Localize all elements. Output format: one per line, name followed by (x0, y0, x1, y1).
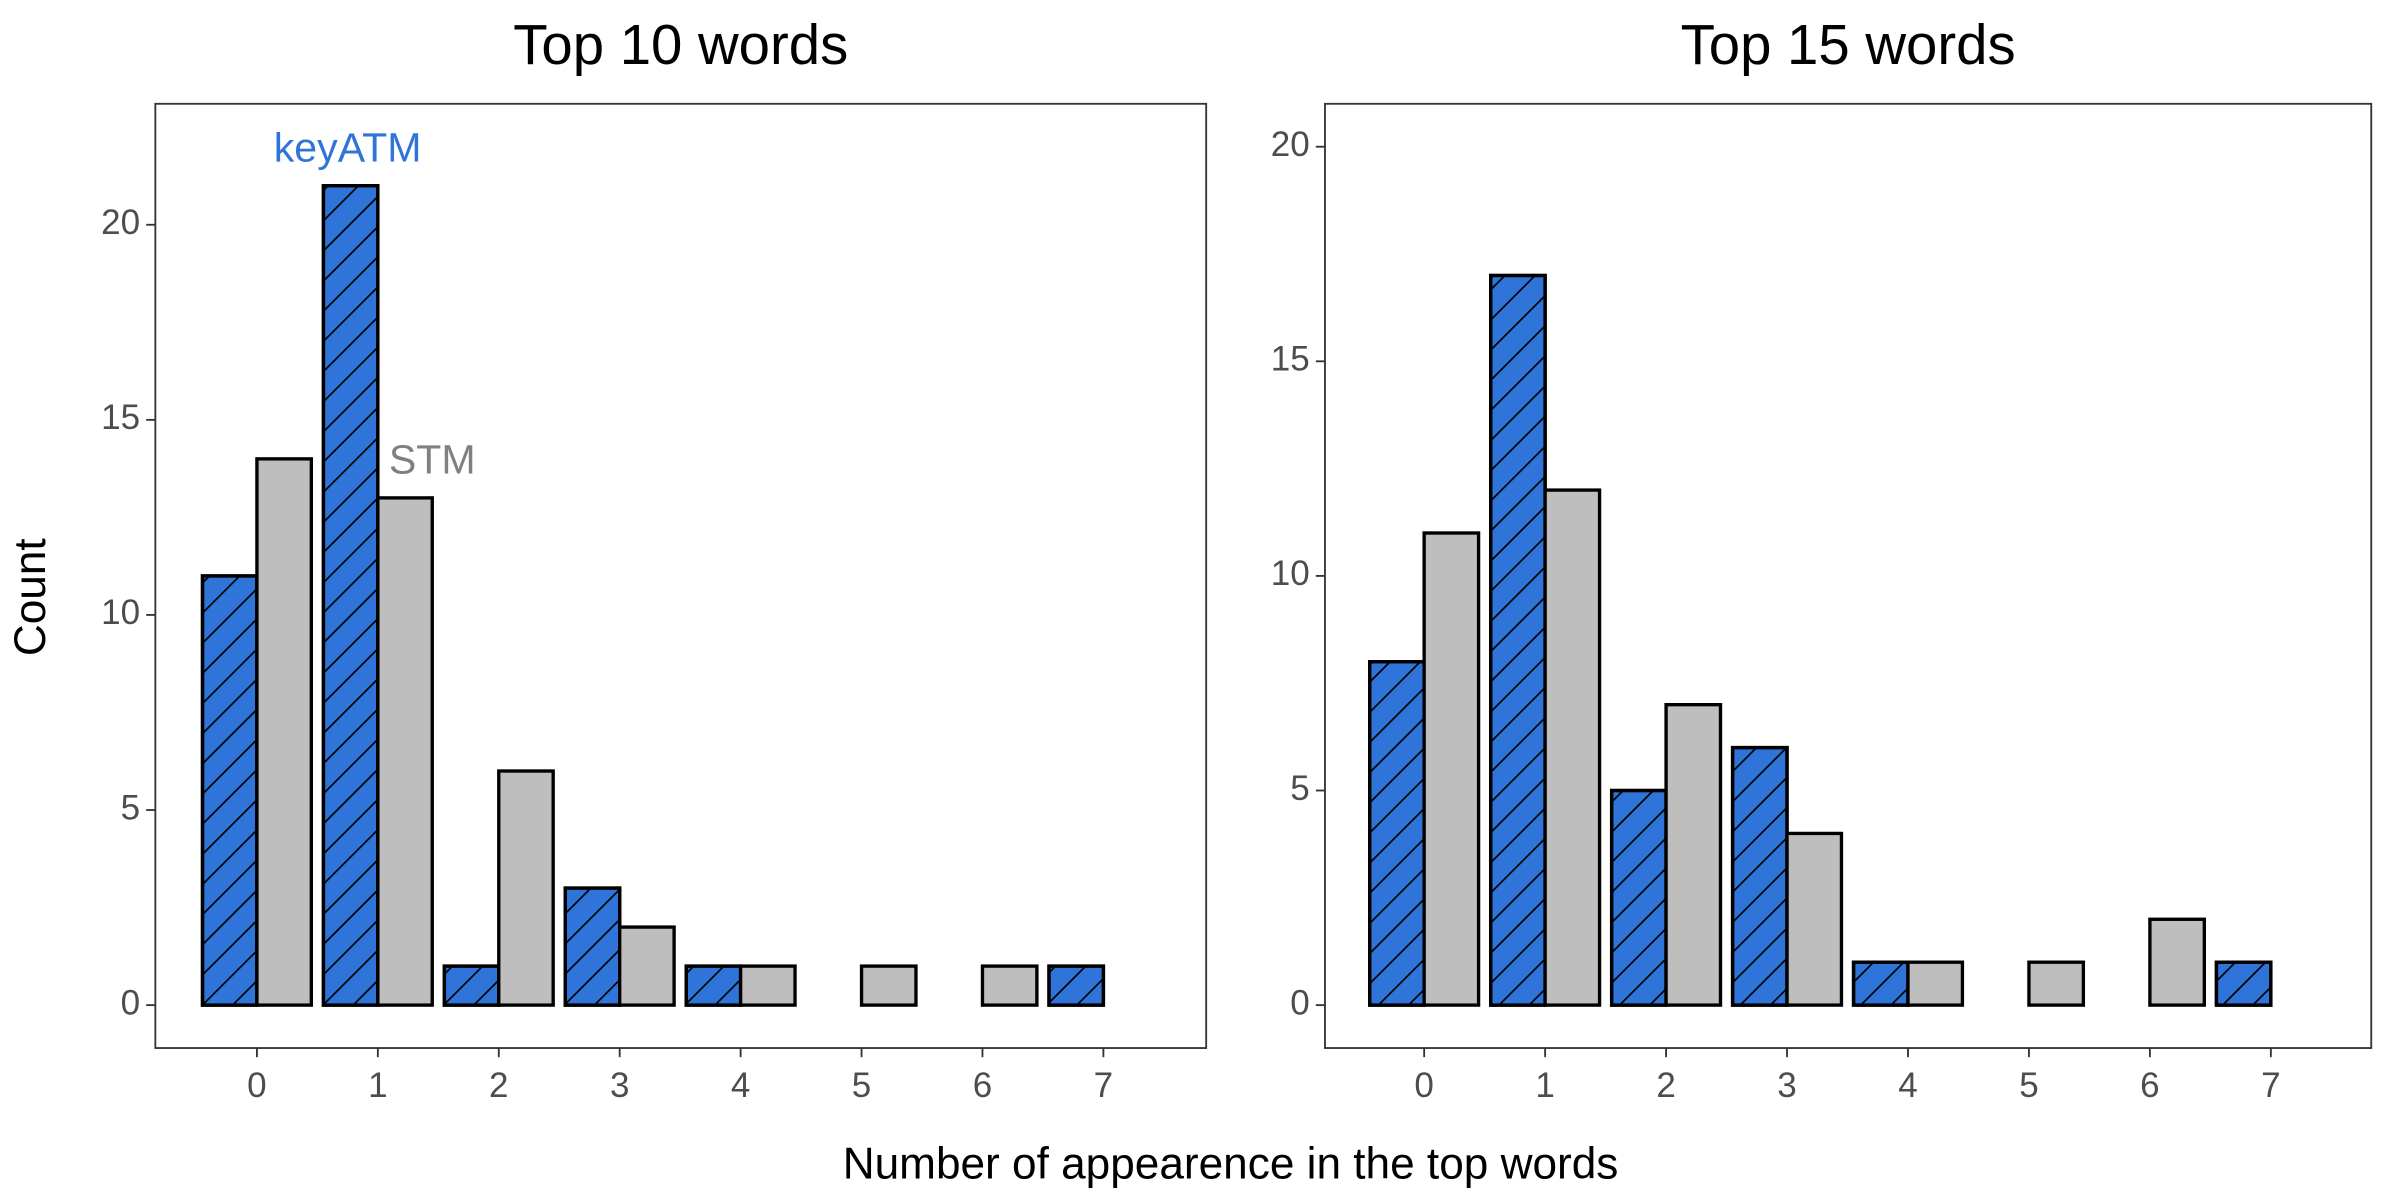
bar (738, 964, 797, 1007)
y-tick-label: 20 (101, 203, 140, 242)
bar-hatch (563, 886, 622, 1007)
y-tick-label: 15 (1271, 340, 1310, 379)
bar (2027, 960, 2086, 1007)
plot-panel (154, 102, 1208, 1049)
x-tick-label: 7 (2261, 1066, 2280, 1105)
series-annotation: STM (389, 437, 476, 483)
chart-title: Top 10 words (513, 13, 848, 76)
y-tick-label: 15 (101, 398, 140, 437)
bar (1422, 531, 1481, 1007)
bar-hatch (1047, 964, 1106, 1007)
x-tick-label: 5 (852, 1066, 871, 1105)
bar (618, 925, 676, 1007)
x-tick-label: 6 (2140, 1066, 2159, 1105)
y-tick-label: 20 (1271, 125, 1310, 164)
x-tick-label: 2 (1656, 1066, 1675, 1105)
y-tick-label: 5 (121, 788, 140, 827)
bar (859, 964, 918, 1007)
x-tick-label: 0 (247, 1066, 266, 1105)
y-tick-label: 10 (101, 593, 140, 632)
x-tick-label: 1 (1535, 1066, 1554, 1105)
x-tick-label: 6 (973, 1066, 992, 1105)
bar (497, 769, 555, 1007)
bar-hatch (321, 184, 380, 1007)
bar-hatch (1489, 273, 1547, 1007)
bar (2148, 917, 2207, 1007)
x-tick-label: 4 (1898, 1066, 1917, 1105)
x-tick-label: 3 (610, 1066, 629, 1105)
bar (980, 964, 1039, 1007)
bar (376, 496, 434, 1007)
x-tick-label: 1 (368, 1066, 387, 1105)
series-annotation: keyATM (274, 124, 422, 170)
x-tick-label: 5 (2019, 1066, 2038, 1105)
bar (1785, 831, 1844, 1007)
y-tick-label: 5 (1290, 769, 1309, 808)
bar (1906, 960, 1965, 1007)
bar (1543, 488, 1602, 1007)
y-axis-label: Count (6, 538, 55, 656)
bar-hatch (1368, 660, 1426, 1007)
bar-hatch (684, 964, 743, 1007)
y-tick-label: 10 (1271, 554, 1310, 593)
bar-hatch (200, 574, 259, 1007)
x-tick-label: 2 (489, 1066, 508, 1105)
bar-hatch (1851, 960, 1910, 1007)
x-tick-label: 4 (731, 1066, 750, 1105)
chart-title: Top 15 words (1681, 13, 2016, 76)
x-tick-label: 3 (1777, 1066, 1796, 1105)
y-tick-label: 0 (1290, 983, 1309, 1022)
bar (1664, 703, 1723, 1007)
y-tick-label: 0 (121, 983, 140, 1022)
bar-hatch (1730, 745, 1789, 1007)
x-axis-label: Number of appearence in the top words (843, 1139, 1619, 1188)
x-tick-label: 7 (1094, 1066, 1113, 1105)
bar-hatch (442, 964, 501, 1007)
x-tick-label: 0 (1414, 1066, 1433, 1105)
bar-hatch (2214, 960, 2273, 1007)
bar (255, 457, 314, 1007)
bar-hatch (1609, 788, 1668, 1007)
